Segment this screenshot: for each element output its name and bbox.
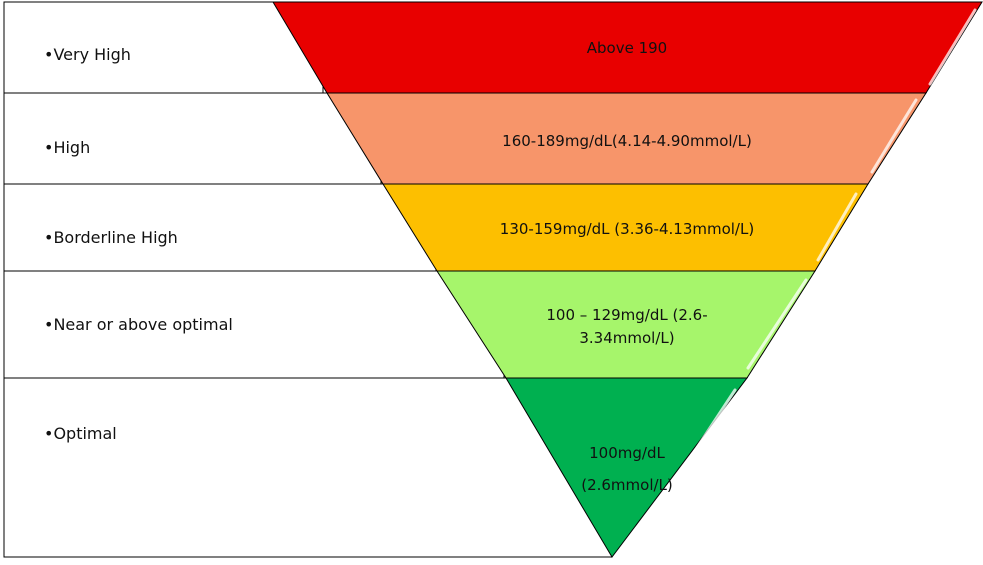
pyramid: Above 190 160-189mg/dL(4.14-4.90mmol/L) … (272, 1, 983, 558)
label-column: •Very High •High •Borderline High •Near … (3, 1, 613, 558)
label-box-borderline-high (3, 183, 437, 272)
range-high: 160-189mg/dL(4.14-4.90mmol/L) (502, 132, 752, 150)
label-optimal: •Optimal (44, 424, 117, 443)
edge-highlights (634, 8, 977, 542)
label-near-optimal: •Near or above optimal (44, 315, 233, 334)
range-very-high: Above 190 (587, 39, 667, 57)
highlight-near-optimal (746, 278, 808, 370)
label-box-very-high (3, 1, 324, 94)
label-very-high: •Very High (44, 45, 131, 64)
range-near-optimal-line2: 3.34mmol/L) (579, 329, 674, 347)
highlight-optimal (634, 388, 737, 542)
label-high: •High (44, 138, 90, 157)
range-optimal-line2: (2.6mmol/L) (581, 476, 673, 494)
label-box-near-optimal (3, 270, 505, 379)
range-borderline-high: 130-159mg/dL (3.36-4.13mmol/L) (500, 220, 754, 238)
label-box-optimal (3, 377, 613, 558)
band-optimal (505, 377, 749, 558)
range-optimal-line1: 100mg/dL (589, 444, 665, 462)
label-box-high (3, 92, 382, 185)
highlight-high (870, 98, 918, 174)
highlight-very-high (928, 8, 977, 86)
label-borderline-high: •Borderline High (44, 228, 178, 247)
highlight-borderline-high (816, 192, 858, 262)
range-near-optimal-line1: 100 – 129mg/dL (2.6- (546, 306, 707, 324)
